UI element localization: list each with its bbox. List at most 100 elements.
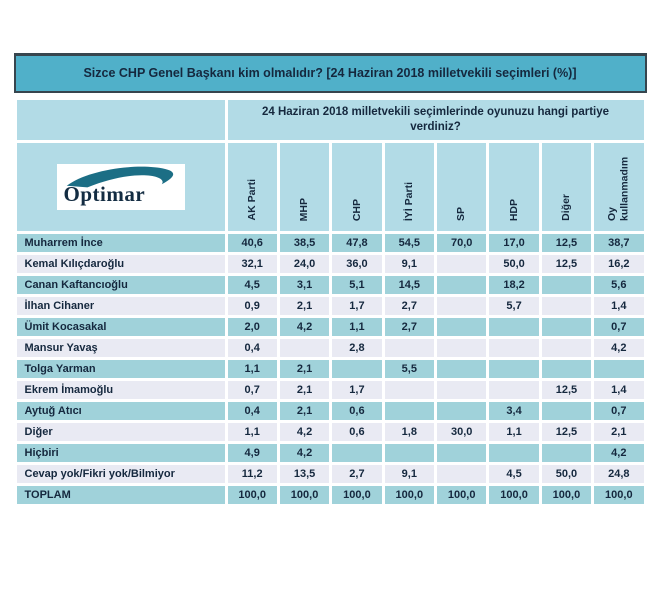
value-cell: 100,0 xyxy=(541,485,592,504)
value-cell: 0,7 xyxy=(227,380,277,399)
value-cell: 2,7 xyxy=(384,296,434,315)
value-cell: 11,2 xyxy=(227,464,277,483)
party-label: Oy kullanmadım xyxy=(606,156,631,221)
value-cell: 30,0 xyxy=(437,422,487,441)
table-row: Hiçbiri 4,9 4,2 4,2 xyxy=(16,443,644,462)
table-row: Tolga Yarman 1,1 2,1 5,5 xyxy=(16,359,644,378)
row-label: Mansur Yavaş xyxy=(16,338,225,357)
value-cell: 4,5 xyxy=(489,464,539,483)
value-cell: 1,1 xyxy=(227,422,277,441)
row-label: Ekrem İmamoğlu xyxy=(16,380,225,399)
row-label: Tolga Yarman xyxy=(16,359,225,378)
value-cell xyxy=(384,443,434,462)
value-cell xyxy=(489,443,539,462)
table-row: TOPLAM 100,0 100,0 100,0 100,0 100,0 100,0 100,… xyxy=(16,485,644,504)
optimar-logo: Optimar xyxy=(56,163,185,210)
value-cell xyxy=(279,338,330,357)
value-cell: 3,4 xyxy=(489,401,539,420)
column-header: SP xyxy=(437,142,487,231)
value-cell: 5,5 xyxy=(384,359,434,378)
row-label: Cevap yok/Fikri yok/Bilmiyor xyxy=(16,464,225,483)
row-label: Diğer xyxy=(16,422,225,441)
value-cell: 50,0 xyxy=(541,464,592,483)
row-label: Hiçbiri xyxy=(16,443,225,462)
value-cell: 12,5 xyxy=(541,380,592,399)
value-cell: 12,5 xyxy=(541,422,592,441)
row-label: Muharrem İnce xyxy=(16,233,225,252)
party-label: HDP xyxy=(507,198,520,221)
value-cell: 2,1 xyxy=(594,422,644,441)
row-label: Kemal Kılıçdaroğlu xyxy=(16,254,225,273)
value-cell xyxy=(489,380,539,399)
results-table: 24 Haziran 2018 milletvekili seçimlerind… xyxy=(14,97,647,507)
value-cell: 2,7 xyxy=(384,317,434,336)
value-cell xyxy=(541,317,592,336)
row-label: İlhan Cihaner xyxy=(16,296,225,315)
value-cell xyxy=(541,443,592,462)
value-cell xyxy=(437,254,487,273)
value-cell: 40,6 xyxy=(227,233,277,252)
row-label: Aytuğ Atıcı xyxy=(16,401,225,420)
value-cell: 0,4 xyxy=(227,338,277,357)
value-cell: 0,6 xyxy=(332,422,382,441)
question-header-row: 24 Haziran 2018 milletvekili seçimlerind… xyxy=(16,100,644,140)
value-cell xyxy=(541,296,592,315)
value-cell: 100,0 xyxy=(384,485,434,504)
value-cell: 2,8 xyxy=(332,338,382,357)
value-cell: 38,7 xyxy=(594,233,644,252)
value-cell: 2,1 xyxy=(279,401,330,420)
table-row: Kemal Kılıçdaroğlu 32,1 24,0 36,0 9,1 50,0 12,… xyxy=(16,254,644,273)
value-cell xyxy=(384,338,434,357)
row-label: Canan Kaftancıoğlu xyxy=(16,275,225,294)
value-cell xyxy=(541,359,592,378)
value-cell: 9,1 xyxy=(384,464,434,483)
value-cell: 3,1 xyxy=(279,275,330,294)
value-cell: 2,7 xyxy=(332,464,382,483)
value-cell: 50,0 xyxy=(489,254,539,273)
value-cell: 1,1 xyxy=(332,317,382,336)
value-cell: 12,5 xyxy=(541,233,592,252)
value-cell: 16,2 xyxy=(594,254,644,273)
value-cell: 32,1 xyxy=(227,254,277,273)
page-title: Sizce CHP Genel Başkanı kim olmalıdır? [… xyxy=(13,53,647,93)
column-header: HDP xyxy=(489,142,539,231)
value-cell xyxy=(437,380,487,399)
party-label: İYİ Parti xyxy=(403,181,416,221)
column-header: İYİ Parti xyxy=(384,142,434,231)
table-row: Canan Kaftancıoğlu 4,5 3,1 5,1 14,5 18,2 5,6 xyxy=(16,275,644,294)
party-label: Diğer xyxy=(560,194,573,221)
corner-cell xyxy=(16,100,225,140)
value-cell: 70,0 xyxy=(437,233,487,252)
value-cell xyxy=(594,359,644,378)
column-header: Oy kullanmadım xyxy=(594,142,644,231)
value-cell: 18,2 xyxy=(489,275,539,294)
value-cell: 4,2 xyxy=(594,338,644,357)
value-cell xyxy=(541,401,592,420)
optimar-swoosh-icon xyxy=(66,166,173,188)
results-tbody: Muharrem İnce 40,6 38,5 47,8 54,5 70,0 17,0 12,… xyxy=(16,233,644,504)
value-cell: 2,1 xyxy=(279,359,330,378)
table-row: Ümit Kocasakal 2,0 4,2 1,1 2,7 0,7 xyxy=(16,317,644,336)
value-cell xyxy=(384,380,434,399)
value-cell: 4,2 xyxy=(279,443,330,462)
value-cell: 0,7 xyxy=(594,401,644,420)
logo-text: Optimar xyxy=(63,181,146,206)
value-cell xyxy=(541,338,592,357)
party-label: MHP xyxy=(298,197,311,221)
value-cell: 24,8 xyxy=(594,464,644,483)
row-label: TOPLAM xyxy=(16,485,225,504)
logo-cell: Optimar xyxy=(16,142,225,231)
value-cell: 54,5 xyxy=(384,233,434,252)
question-header: 24 Haziran 2018 milletvekili seçimlerind… xyxy=(227,100,644,140)
table-row: Diğer 1,1 4,2 0,6 1,8 30,0 1,1 12,5 2,1 xyxy=(16,422,644,441)
column-header: MHP xyxy=(279,142,330,231)
table-row: Mansur Yavaş 0,4 2,8 4,2 xyxy=(16,338,644,357)
value-cell xyxy=(332,443,382,462)
value-cell xyxy=(437,401,487,420)
table-row: Ekrem İmamoğlu 0,7 2,1 1,7 12,5 1,4 xyxy=(16,380,644,399)
value-cell: 2,1 xyxy=(279,296,330,315)
table-row: İlhan Cihaner 0,9 2,1 1,7 2,7 5,7 1,4 xyxy=(16,296,644,315)
value-cell: 1,1 xyxy=(489,422,539,441)
party-header-row: Optimar AK Parti MHP CHP İYİ Parti SP HDP Diğe… xyxy=(16,142,644,231)
value-cell xyxy=(489,317,539,336)
